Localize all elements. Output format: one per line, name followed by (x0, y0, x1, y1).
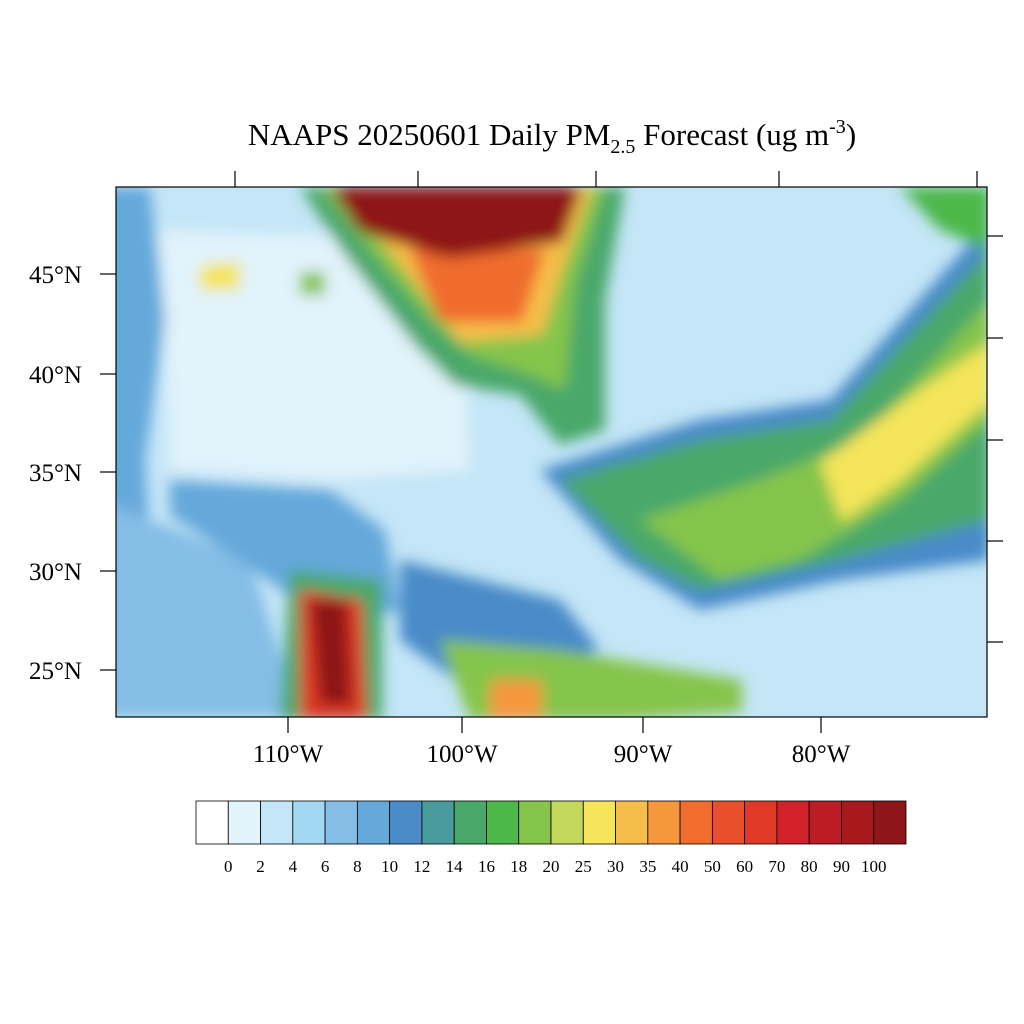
colorbar-box (615, 800, 649, 845)
colorbar-box (873, 800, 907, 845)
lon-label: 90°W (614, 741, 673, 768)
colorbar-label: 10 (381, 857, 398, 876)
colorbar-label: 18 (510, 857, 527, 876)
colorbar-box (518, 800, 552, 845)
pm25-region (640, 303, 987, 580)
colorbar-box (486, 800, 520, 845)
title: NAAPS 20250601 Daily PM2.5 Forecast (ug … (248, 116, 856, 158)
map-frame (115, 186, 988, 718)
colorbar-label: 100 (861, 857, 887, 876)
colorbar-label: 70 (768, 857, 785, 876)
pm25-region (410, 250, 545, 322)
colorbar: 0 2 4 6 8 10 12 14 16 18 20 25 30 35 40 50 60 70 80 90 100 (195, 800, 907, 876)
lat-label: 45°N (29, 262, 82, 289)
lat-label: 35°N (29, 460, 82, 487)
colorbar-box (679, 800, 713, 845)
pm25-region (490, 680, 542, 717)
colorbar-label: 20 (543, 857, 560, 876)
title-middle: Forecast (ug m (635, 117, 829, 152)
pm25-region (330, 187, 582, 258)
field-regions (116, 187, 987, 717)
colorbar-box (453, 800, 487, 845)
colorbar-box (647, 800, 681, 845)
colorbar-label: 0 (224, 857, 233, 876)
colorbar-box (356, 800, 391, 845)
lat-label: 25°N (29, 658, 82, 685)
title-text: NAAPS 20250601 Daily PM (248, 117, 611, 152)
lat-label: 40°N (29, 362, 82, 389)
lon-label: 100°W (426, 741, 497, 768)
pm25-region (116, 506, 300, 717)
colorbar-box (776, 800, 810, 845)
colorbar-box (389, 800, 423, 845)
pm25-region (200, 262, 240, 290)
pm25-region (300, 272, 325, 295)
colorbar-box (195, 800, 229, 845)
colorbar-box (808, 800, 842, 845)
colorbar-box (292, 800, 326, 845)
lat-label: 30°N (29, 559, 82, 586)
colorbar-box (582, 800, 616, 845)
colorbar-label: 50 (704, 857, 721, 876)
colorbar-label: 4 (289, 857, 298, 876)
title-subscript: 2.5 (610, 136, 635, 158)
colorbar-label: 2 (256, 857, 265, 876)
colorbar-box (260, 800, 294, 845)
axes: 45°N 40°N 35°N 30°N 25°N 110°W 100°W 90°W 80°W (29, 262, 851, 768)
title-superscript: -3 (829, 116, 846, 138)
colorbar-label: 8 (353, 857, 362, 876)
colorbar-label: 6 (321, 857, 330, 876)
colorbar-box (841, 800, 875, 845)
frame-ticks (234, 171, 1003, 643)
colorbar-label: 35 (639, 857, 656, 876)
colorbar-box (227, 800, 261, 845)
colorbar-label: 40 (672, 857, 689, 876)
colorbar-box (711, 800, 746, 845)
pm25-field (116, 187, 987, 717)
colorbar-box (421, 800, 455, 845)
colorbar-box (550, 800, 584, 845)
colorbar-box (744, 800, 778, 845)
pm25-region (310, 600, 352, 705)
pm25-region (820, 344, 987, 522)
pm25-region (900, 187, 987, 249)
colorbar-label: 16 (478, 857, 495, 876)
colorbar-label: 60 (736, 857, 753, 876)
colorbar-label: 14 (446, 857, 464, 876)
colorbar-label: 30 (607, 857, 624, 876)
lon-label: 80°W (792, 741, 851, 768)
title-end: ) (846, 117, 856, 152)
colorbar-label: 90 (833, 857, 850, 876)
colorbar-label: 80 (801, 857, 818, 876)
lon-label: 110°W (253, 741, 324, 768)
colorbar-label: 12 (413, 857, 430, 876)
colorbar-label: 25 (575, 857, 592, 876)
colorbar-box (324, 800, 358, 845)
